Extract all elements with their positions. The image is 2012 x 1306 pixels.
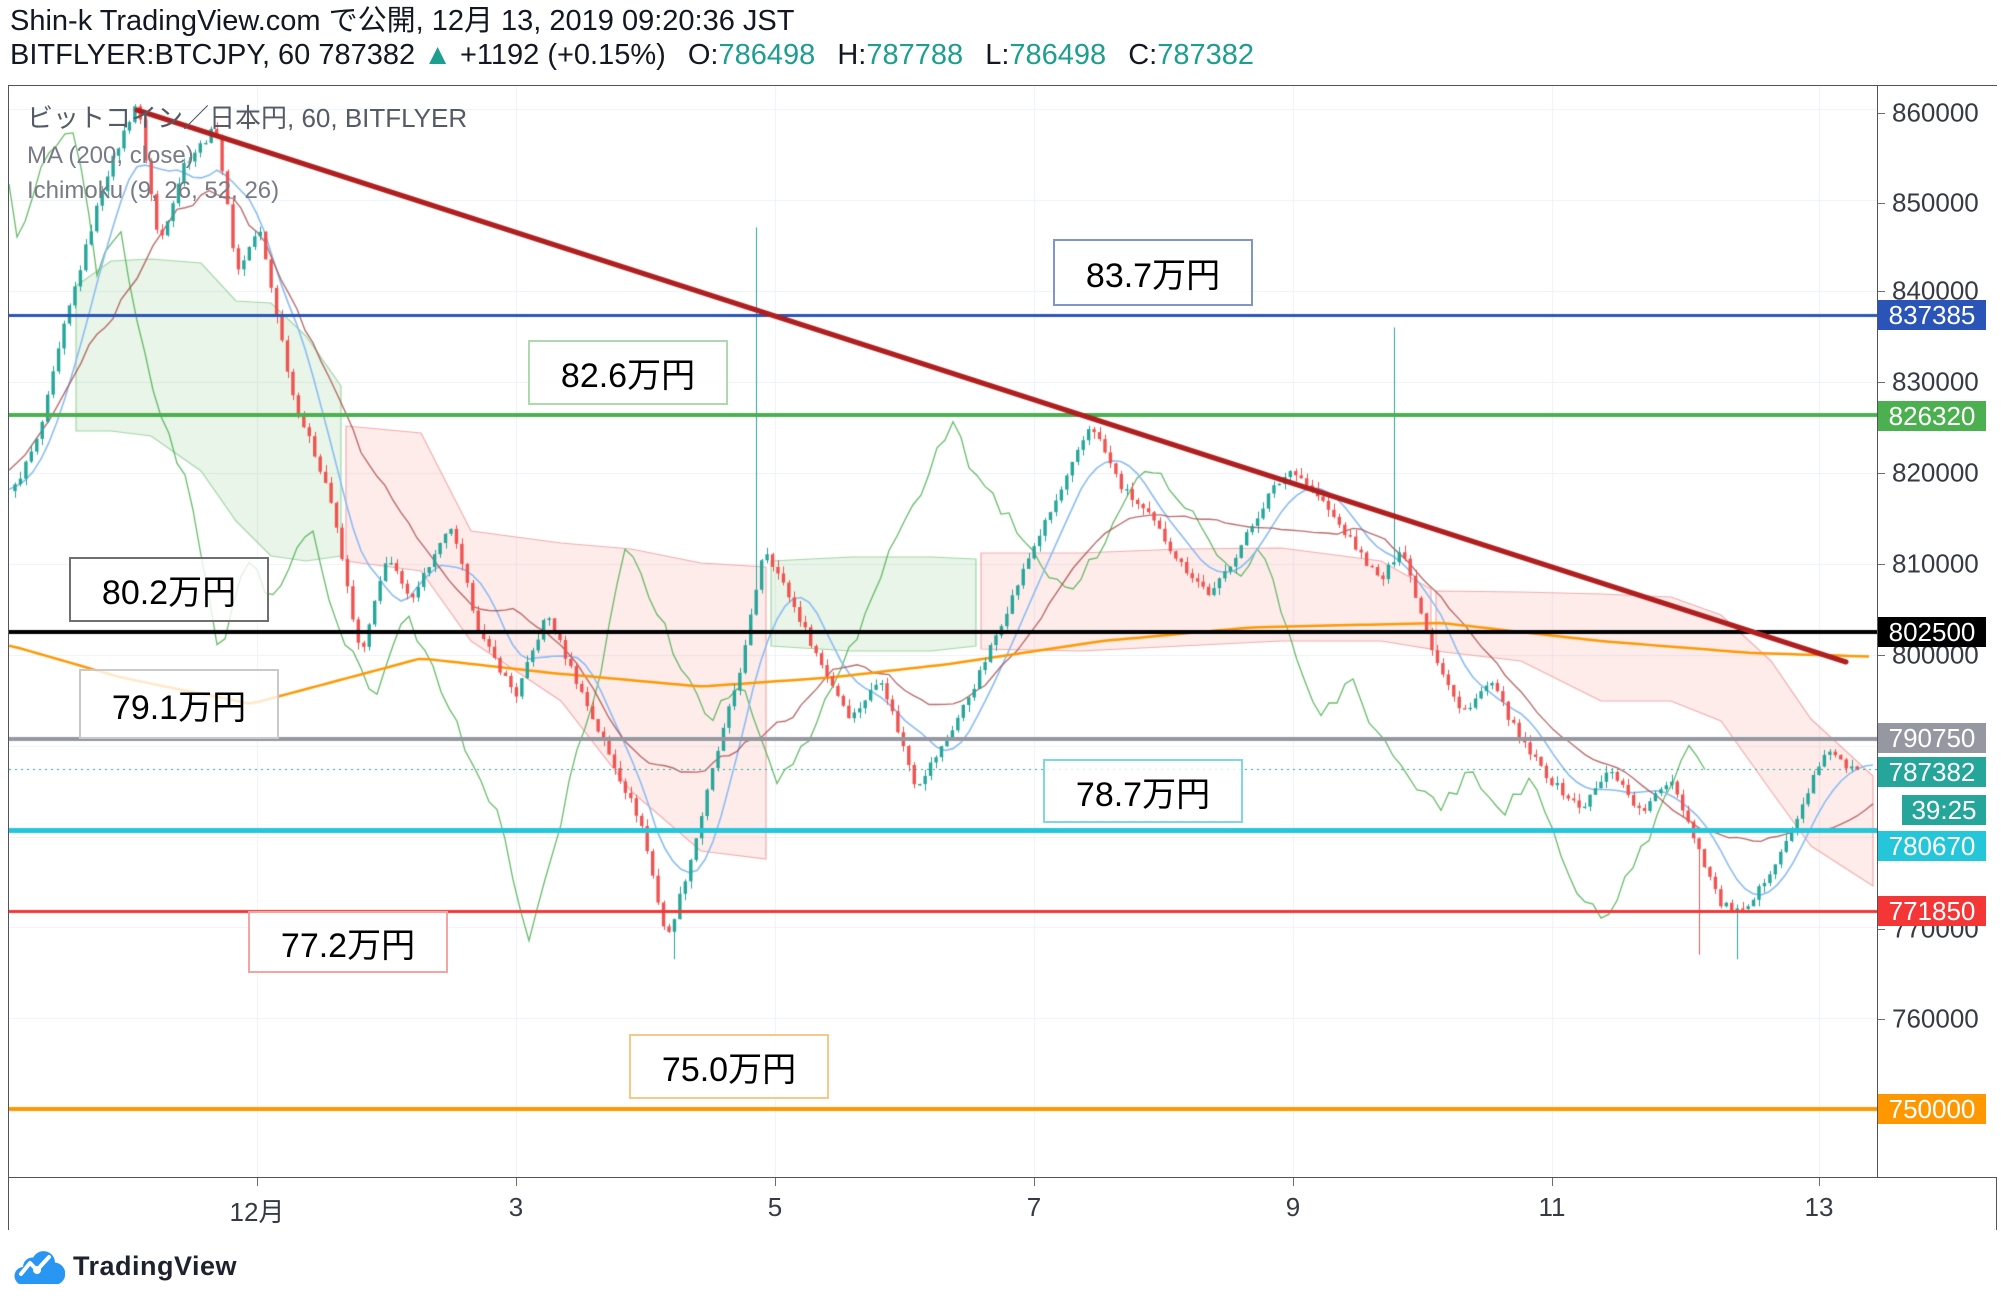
- high-value: 787788: [866, 39, 964, 71]
- time-tick-label: 7: [1026, 1192, 1042, 1222]
- price-tick-mark: [1878, 291, 1885, 292]
- time-tick-label: 5: [767, 1192, 783, 1222]
- price-callout-787[interactable]: 78.7万円: [1043, 759, 1243, 823]
- price-badge-790750[interactable]: 790750: [1878, 723, 1986, 753]
- time-tick-label: 12月: [229, 1197, 285, 1227]
- up-triangle-icon: ▲: [423, 39, 452, 71]
- plot-area[interactable]: ビットコイン／日本円, 60, BITFLYER MA (200, close)…: [9, 86, 1877, 1177]
- symbol-status-line: BITFLYER:BTCJPY, 60 787382 ▲ +1192 (+0.1…: [10, 38, 1254, 72]
- price-callout-772[interactable]: 77.2万円: [248, 911, 448, 973]
- price-badge-802500[interactable]: 802500: [1878, 617, 1986, 647]
- open-label: O:: [687, 39, 719, 71]
- time-tick-mark: [1552, 1178, 1553, 1186]
- publish-info: Shin-k TradingView.com で公開, 12月 13, 2019…: [10, 5, 795, 37]
- price-tick-mark: [1878, 564, 1885, 565]
- close-label: C:: [1128, 39, 1158, 71]
- time-tick-label: 11: [1538, 1192, 1566, 1222]
- price-tick-label: 850000: [1892, 187, 1979, 218]
- price-axis[interactable]: 860000 850000 840000 830000 820000 810000 8000…: [1877, 86, 1998, 1177]
- price-tick-label: 810000: [1892, 548, 1979, 579]
- chart-canvas[interactable]: [9, 86, 1877, 1177]
- price-tick-mark: [1878, 113, 1885, 114]
- time-tick-label: 3: [508, 1192, 524, 1222]
- tradingview-logo-text: TradingView: [73, 1250, 238, 1281]
- price-badge-826320[interactable]: 826320: [1878, 401, 1986, 431]
- price-tick-mark: [1878, 655, 1885, 656]
- price-callout-837[interactable]: 83.7万円: [1053, 239, 1253, 306]
- time-tick-mark: [775, 1178, 776, 1186]
- price-tick-label: 820000: [1892, 457, 1979, 488]
- price-badge-787382[interactable]: 787382: [1878, 757, 1986, 787]
- price-badge-750000[interactable]: 750000: [1878, 1094, 1986, 1124]
- price-tick-mark: [1878, 1019, 1885, 1020]
- time-tick-mark: [1034, 1178, 1035, 1186]
- high-label: H:: [837, 39, 867, 71]
- countdown-badge[interactable]: 39:25: [1902, 795, 1986, 825]
- price-tick-mark: [1878, 203, 1885, 204]
- price-callout-826[interactable]: 82.6万円: [528, 340, 728, 405]
- price-badge-771850[interactable]: 771850: [1878, 896, 1986, 926]
- price-tick-mark: [1878, 382, 1885, 383]
- chart-frame: ビットコイン／日本円, 60, BITFLYER MA (200, close)…: [8, 85, 1998, 1230]
- price-badge-780670[interactable]: 780670: [1878, 831, 1986, 861]
- time-tick-mark: [1293, 1178, 1294, 1186]
- price-callout-750[interactable]: 75.0万円: [629, 1034, 829, 1099]
- open-value: 786498: [718, 39, 816, 71]
- tradingview-logo[interactable]: TradingView: [13, 1248, 237, 1284]
- price-badge-837385[interactable]: 837385: [1878, 300, 1986, 330]
- time-tick-label: 9: [1285, 1192, 1301, 1222]
- time-tick-mark: [257, 1178, 258, 1186]
- time-tick-mark: [516, 1178, 517, 1186]
- price-tick-label: 760000: [1892, 1003, 1979, 1034]
- symbol-label: BITFLYER:BTCJPY, 60 787382: [10, 39, 416, 71]
- price-callout-791[interactable]: 79.1万円: [79, 669, 279, 739]
- change-label: +1192 (+0.15%): [459, 39, 666, 71]
- price-tick-label: 830000: [1892, 366, 1979, 397]
- price-tick-mark: [1878, 473, 1885, 474]
- low-label: L:: [985, 39, 1010, 71]
- header: Shin-k TradingView.com で公開, 12月 13, 2019…: [10, 4, 1254, 72]
- time-axis[interactable]: 12月 3 5 7 9 11 13: [9, 1177, 1996, 1230]
- low-value: 786498: [1009, 39, 1107, 71]
- time-tick-mark: [1819, 1178, 1820, 1186]
- tradingview-cloud-icon: [14, 1251, 65, 1284]
- price-tick-mark: [1878, 929, 1885, 930]
- price-tick-label: 860000: [1892, 97, 1979, 128]
- price-callout-802[interactable]: 80.2万円: [69, 557, 269, 622]
- time-tick-label: 13: [1804, 1192, 1834, 1222]
- close-value: 787382: [1157, 39, 1254, 71]
